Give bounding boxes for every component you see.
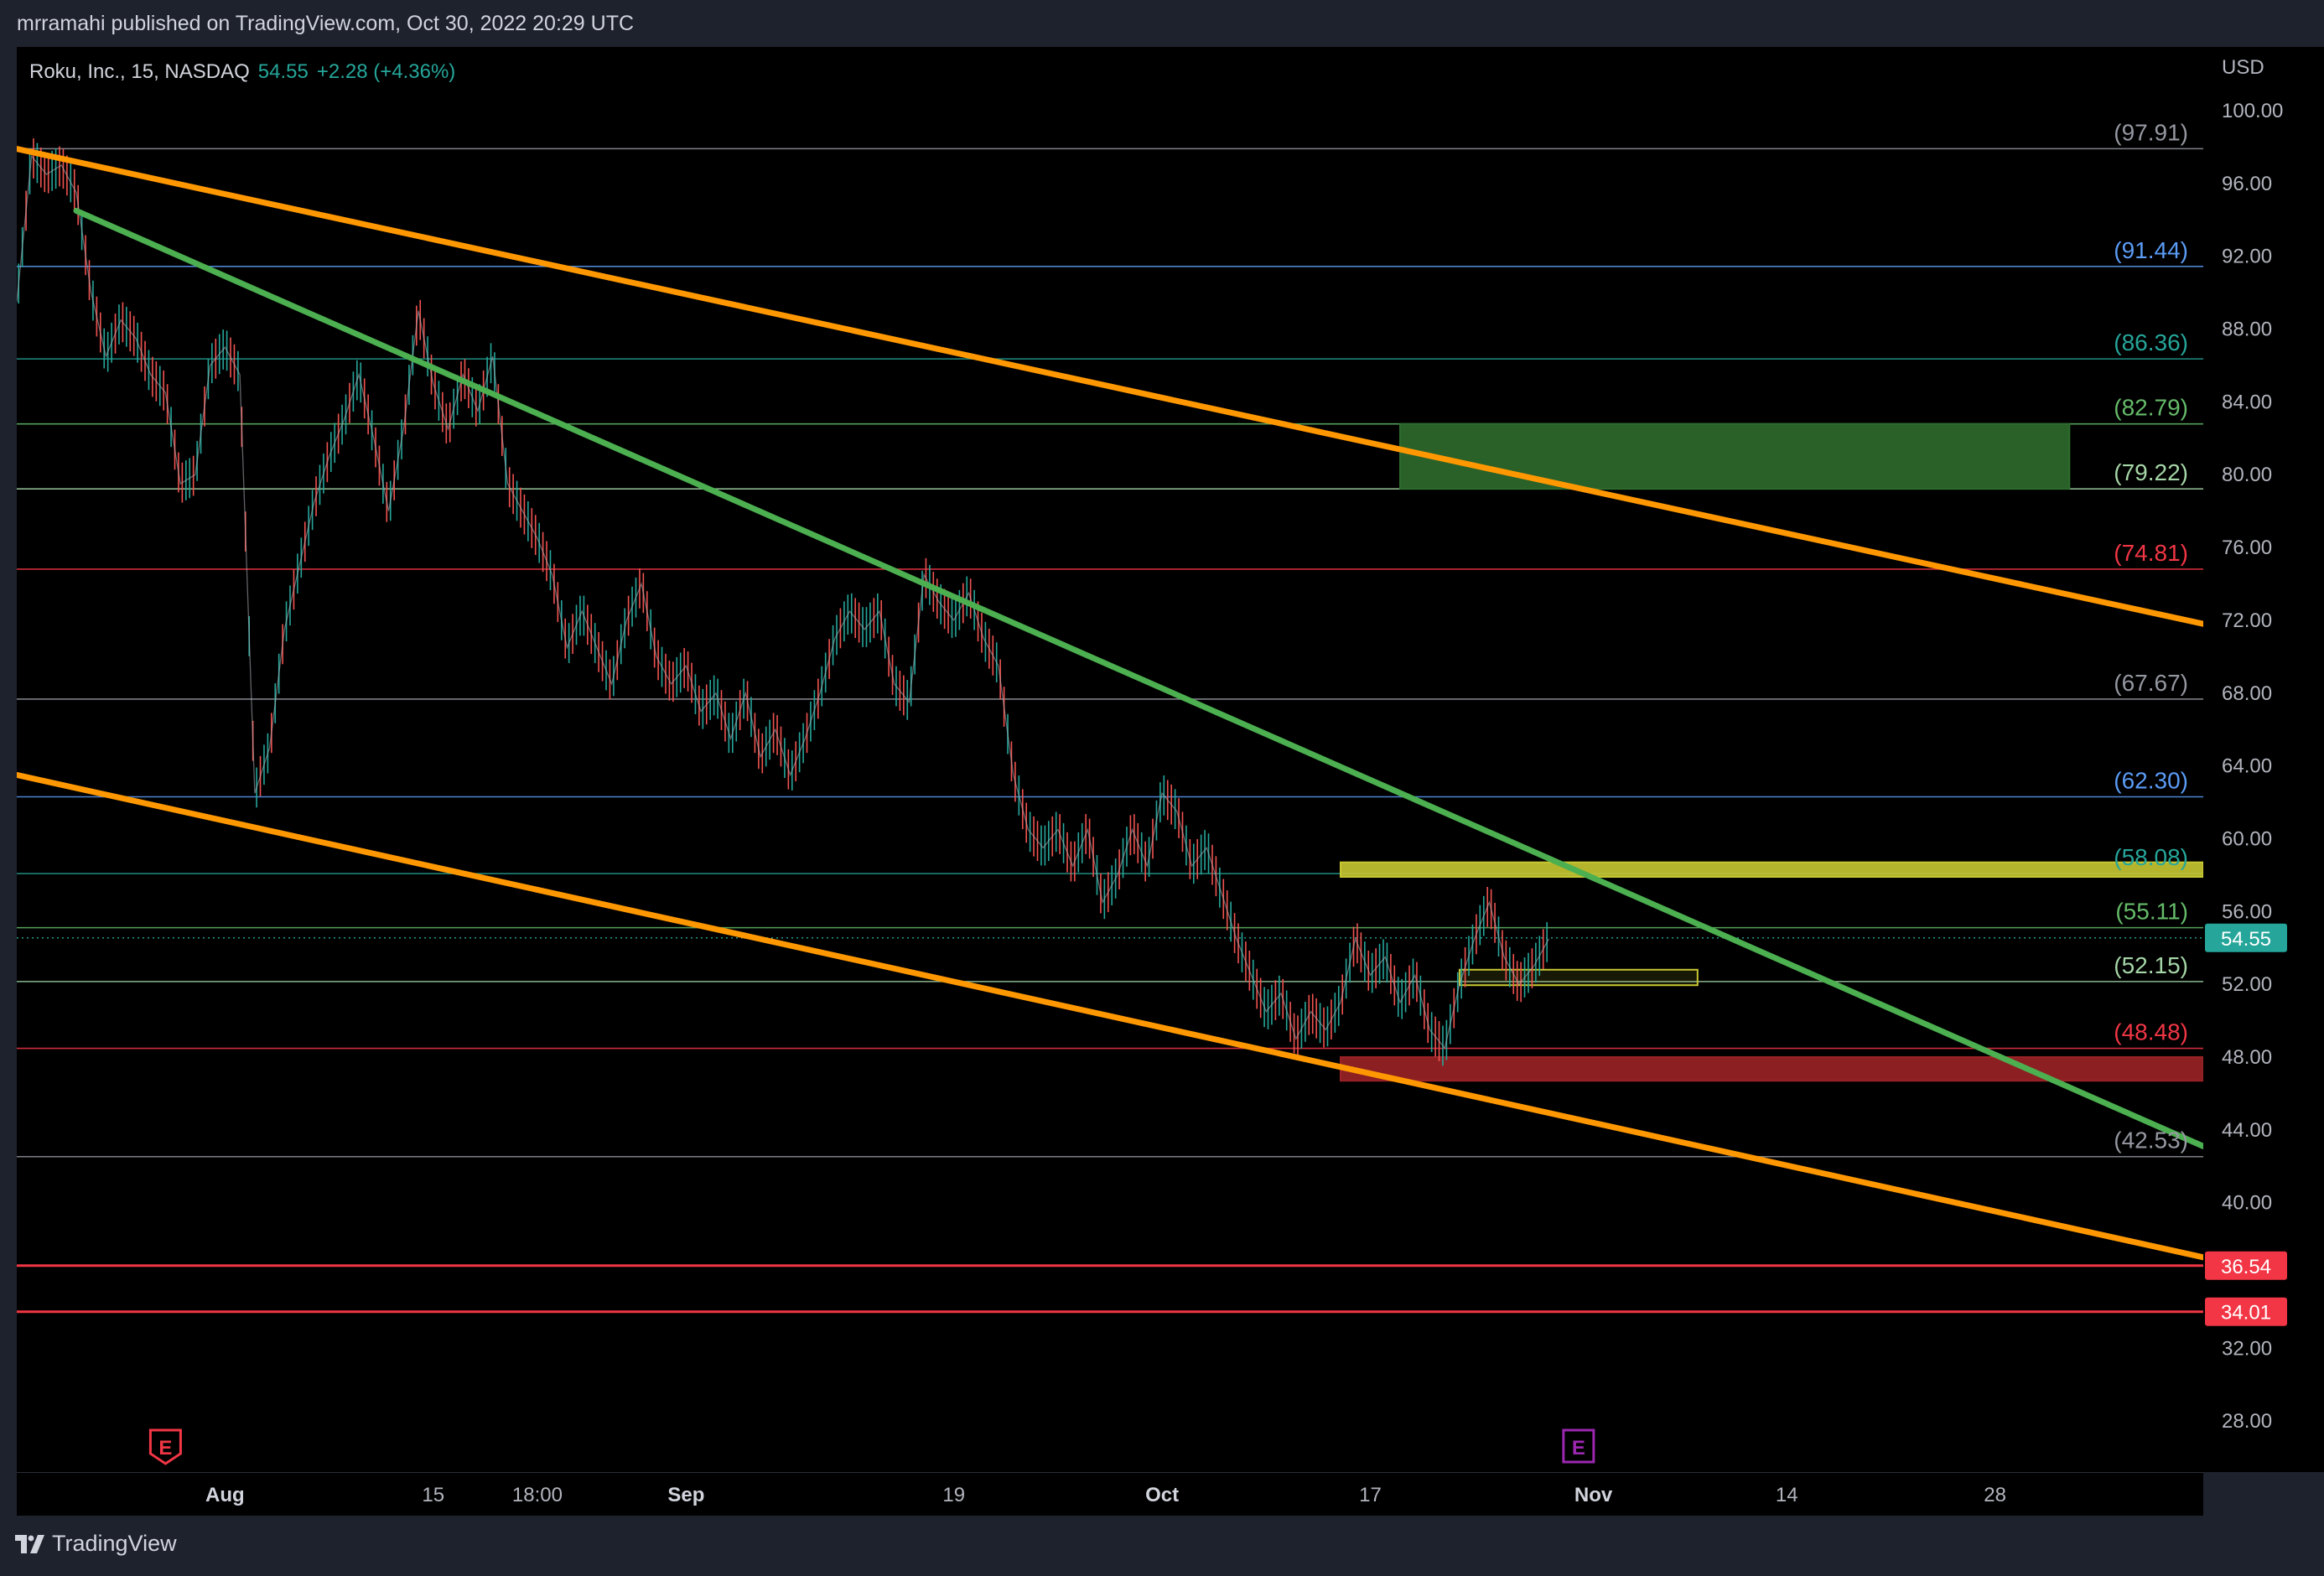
badge-label: 36.54 [2221,1256,2271,1278]
time-tick-label: 17 [1359,1484,1382,1506]
level-label: (91.44) [2114,237,2188,263]
level-label: (86.36) [2114,329,2188,355]
tradingview-logo[interactable]: TradingView [15,1531,177,1557]
price-tick-label: 48.00 [2222,1046,2272,1069]
yellow-zone [1339,861,2203,879]
publisher-line: mrramahi published on TradingView.com, O… [17,12,635,35]
lower-channel-line [17,771,2203,1261]
symbol-legend[interactable]: Roku, Inc., 15, NASDAQ 54.55 +2.28 (+4.36%… [29,60,455,84]
yellow-box-small [1458,968,1699,987]
earnings-label: E [1572,1437,1585,1459]
red-zone [1339,1055,2203,1082]
time-tick-label: 19 [942,1484,965,1506]
upper-channel-line [17,146,2203,627]
price-tick-label: 52.00 [2222,973,2272,996]
time-tick-label: Oct [1145,1484,1179,1506]
price-tick-label: 56.00 [2222,900,2272,923]
time-tick-label: 14 [1776,1484,1798,1506]
price-badges: 54.55 36.54 34.01 [2205,923,2287,1326]
price-tick-label: 88.00 [2222,319,2272,341]
price-tick-label: 72.00 [2222,609,2272,632]
footer-bar [0,1516,2324,1576]
time-tick-label: Sep [667,1484,704,1506]
price-tick-label: 40.00 [2222,1192,2272,1215]
price-series [17,138,1549,1066]
badge-label: 54.55 [2221,928,2271,951]
symbol-name: Roku, Inc., 15, NASDAQ [29,60,250,83]
price-tick-label: 32.00 [2222,1337,2272,1360]
badge-bg [2205,1297,2287,1326]
legend-change: +2.28 (+4.36%) [316,60,456,83]
earnings-marker: E [148,1428,182,1465]
footer-brand: TradingView [52,1531,177,1556]
time-tick-label: 18:00 [512,1484,563,1506]
legend-price: 54.55 [257,60,309,83]
support-badge: 36.54 [2205,1251,2287,1280]
level-labels: (97.91) (91.44) (86.36) (82.79) (79.22) (74.8… [2114,119,2188,1153]
earnings-shield-icon [148,1428,182,1465]
price-path [17,154,1549,1050]
time-axis[interactable] [17,1472,2203,1516]
price-tick-label: 60.00 [2222,827,2272,850]
currency-label: USD [2222,56,2264,79]
earnings-label: E [158,1437,172,1459]
badge-label: 34.01 [2221,1302,2271,1325]
level-label: (74.81) [2114,540,2188,566]
level-label: (67.67) [2114,670,2188,696]
tradingview-logo-icon [15,1534,44,1553]
descending-trend-line [73,207,2203,1149]
price-tick-label: 84.00 [2222,391,2272,413]
level-label: (58.08) [2114,844,2188,870]
price-tick-label: 80.00 [2222,464,2272,486]
zones [1339,423,2203,1082]
price-axis[interactable] [2203,47,2324,1472]
chart-pane[interactable] [17,47,2213,1472]
time-tick-label: 28 [1984,1484,2006,1506]
green-zone [1398,423,2071,490]
support-badge: 34.01 [2205,1297,2287,1326]
price-axis-labels: 100.00 96.00 92.00 88.00 84.00 80.00 76.00 72.0… [2222,100,2283,1433]
time-axis-labels: Aug 15 18:00 Sep 19 Oct 17 Nov 14 28 [205,1484,2006,1506]
level-label: (42.53) [2114,1128,2188,1153]
level-label: (79.22) [2114,459,2188,485]
price-tick-label: 64.00 [2222,755,2272,778]
price-tick-label: 76.00 [2222,537,2272,559]
price-tick-label: 44.00 [2222,1119,2272,1142]
earnings-marker: E [1562,1428,1595,1464]
level-label: (55.11) [2115,899,2188,925]
trend-lines [17,146,2203,1261]
price-tick-label: 92.00 [2222,246,2272,268]
level-label: (97.91) [2114,119,2188,145]
publisher-header: mrramahi published on TradingView.com, O… [0,0,2324,47]
level-label: (62.30) [2114,768,2188,794]
time-tick-label: Aug [205,1484,245,1506]
badge-bg [2205,923,2287,952]
level-label: (82.79) [2114,395,2188,421]
time-tick-label: Nov [1574,1484,1613,1506]
horizontal-levels [17,148,2203,1314]
price-tick-label: 68.00 [2222,682,2272,705]
time-tick-label: 15 [422,1484,444,1506]
level-label: (48.48) [2114,1019,2188,1045]
last-price-badge: 54.55 [2205,923,2287,952]
price-tick-label: 100.00 [2222,100,2283,122]
badge-bg [2205,1251,2287,1280]
price-tick-label: 96.00 [2222,173,2272,195]
level-label: (52.15) [2114,952,2188,978]
earnings-box-icon [1562,1428,1595,1464]
price-tick-label: 28.00 [2222,1410,2272,1433]
